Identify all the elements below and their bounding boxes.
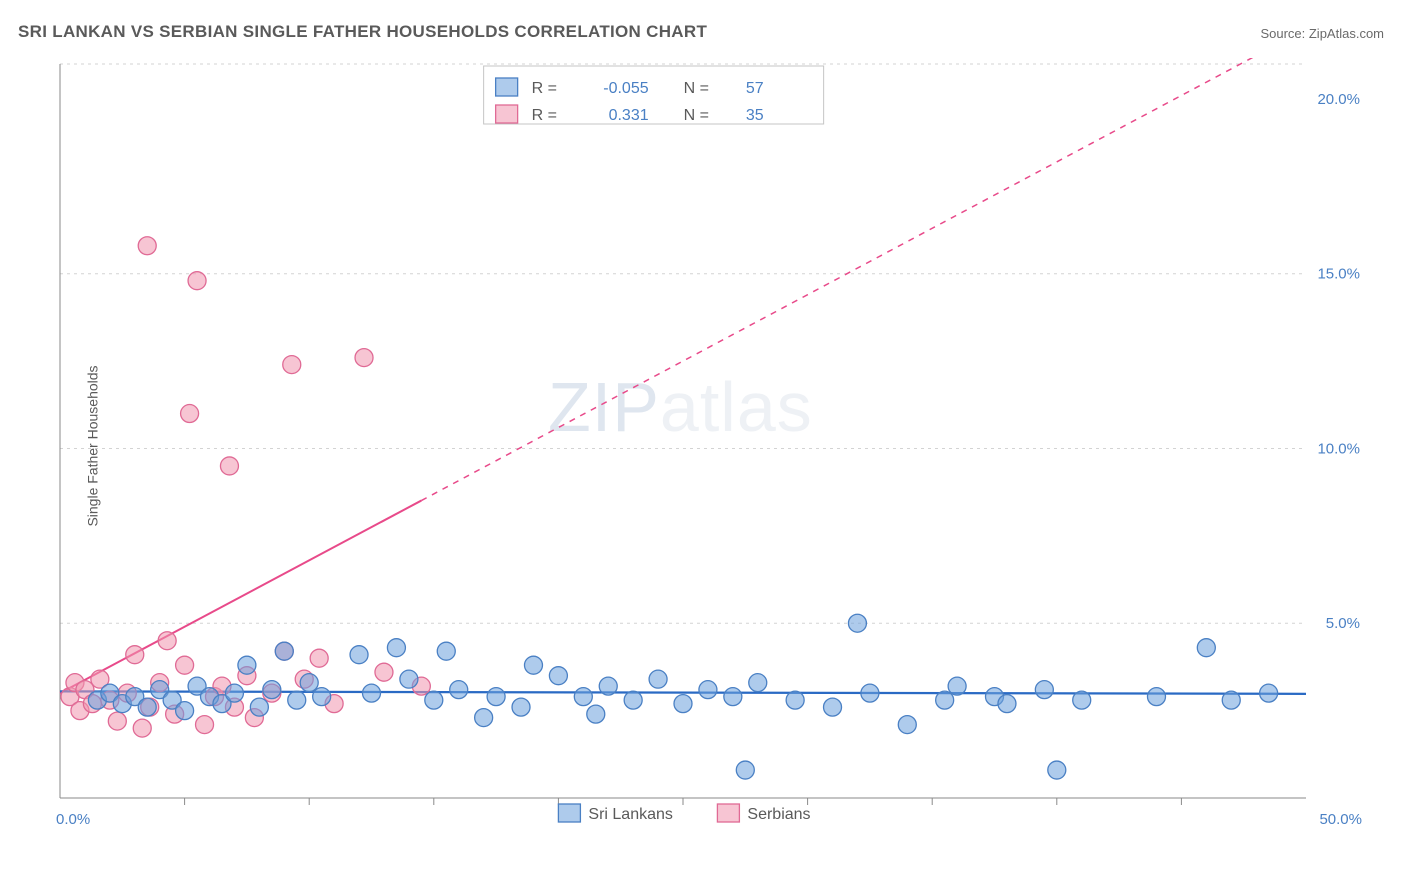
data-point	[350, 646, 368, 664]
data-point	[363, 684, 381, 702]
data-point	[400, 670, 418, 688]
stats-n-value: 35	[746, 107, 764, 124]
plot-svg: ZIPatlas 0.0% 50.0% 5.0% 10.0% 15.0% 20.0% R = -…	[50, 58, 1366, 828]
data-point	[220, 457, 238, 475]
data-point	[998, 695, 1016, 713]
data-point	[948, 677, 966, 695]
data-point	[225, 684, 243, 702]
data-point	[133, 719, 151, 737]
stats-n-value: 57	[746, 80, 764, 97]
data-point	[487, 688, 505, 706]
data-point	[587, 705, 605, 723]
data-point	[1197, 639, 1215, 657]
data-point	[512, 698, 530, 716]
data-point	[126, 646, 144, 664]
data-point	[158, 632, 176, 650]
data-point	[649, 670, 667, 688]
data-point	[936, 691, 954, 709]
data-point	[138, 698, 156, 716]
data-point	[624, 691, 642, 709]
data-point	[848, 614, 866, 632]
data-point	[250, 698, 268, 716]
data-point	[310, 649, 328, 667]
data-point	[475, 709, 493, 727]
data-point	[1035, 681, 1053, 699]
data-point	[1222, 691, 1240, 709]
data-point	[736, 761, 754, 779]
data-point	[425, 691, 443, 709]
data-point	[674, 695, 692, 713]
y-tick-label: 15.0%	[1317, 266, 1360, 283]
data-point	[699, 681, 717, 699]
data-point	[898, 716, 916, 734]
stats-r-label: R =	[532, 107, 557, 124]
data-point	[1147, 688, 1165, 706]
data-point	[313, 688, 331, 706]
data-point	[1260, 684, 1278, 702]
data-point	[1073, 691, 1091, 709]
data-point	[355, 349, 373, 367]
data-point	[599, 677, 617, 695]
data-point	[283, 356, 301, 374]
stats-swatch	[496, 105, 518, 123]
legend-label: Sri Lankans	[588, 806, 673, 823]
stats-n-label: N =	[684, 80, 709, 97]
data-point	[238, 656, 256, 674]
legend-swatch	[558, 804, 580, 822]
data-point	[188, 272, 206, 290]
stats-n-label: N =	[684, 107, 709, 124]
scatter-plot: ZIPatlas 0.0% 50.0% 5.0% 10.0% 15.0% 20.0% R = -…	[50, 58, 1366, 828]
data-point	[138, 237, 156, 255]
chart-title: SRI LANKAN VS SERBIAN SINGLE FATHER HOUS…	[18, 22, 707, 42]
data-point	[524, 656, 542, 674]
data-point	[574, 688, 592, 706]
stats-r-label: R =	[532, 80, 557, 97]
data-point	[387, 639, 405, 657]
legend-swatch	[717, 804, 739, 822]
y-tick-label: 20.0%	[1317, 91, 1360, 108]
y-tick-label: 5.0%	[1326, 615, 1360, 632]
watermark: ZIPatlas	[548, 368, 813, 446]
data-point	[300, 674, 318, 692]
data-point	[196, 716, 214, 734]
data-point	[275, 642, 293, 660]
data-point	[724, 688, 742, 706]
stats-swatch	[496, 78, 518, 96]
data-point	[861, 684, 879, 702]
data-point	[450, 681, 468, 699]
data-point	[181, 405, 199, 423]
x-tick-label: 0.0%	[56, 811, 90, 828]
data-point	[549, 667, 567, 685]
data-point	[1048, 761, 1066, 779]
source-label: Source: ZipAtlas.com	[1260, 26, 1384, 41]
data-point	[288, 691, 306, 709]
data-point	[437, 642, 455, 660]
data-point	[375, 663, 393, 681]
stats-r-value: 0.331	[609, 107, 649, 124]
data-point	[263, 681, 281, 699]
data-point	[749, 674, 767, 692]
data-point	[786, 691, 804, 709]
y-tick-label: 10.0%	[1317, 440, 1360, 457]
x-tick-label: 50.0%	[1319, 811, 1362, 828]
stats-r-value: -0.055	[603, 80, 648, 97]
data-point	[176, 702, 194, 720]
trend-line-srilankans	[60, 691, 1306, 693]
legend-label: Serbians	[747, 806, 810, 823]
data-point	[176, 656, 194, 674]
data-point	[824, 698, 842, 716]
data-point	[108, 712, 126, 730]
